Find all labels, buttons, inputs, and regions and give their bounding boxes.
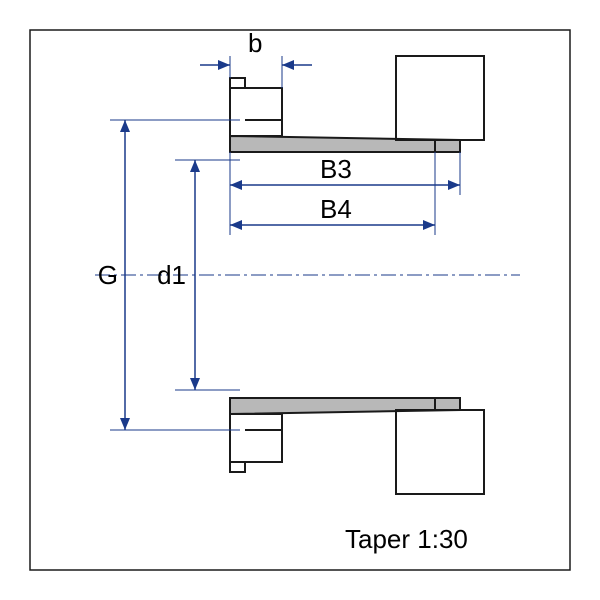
label-B3: B3 (320, 154, 352, 184)
sleeve-top (230, 136, 460, 152)
label-d1: d1 (157, 260, 186, 290)
label-B4: B4 (320, 194, 352, 224)
bearing-sleeve-diagram: b G d1 B3 B4 Taper 1:30 (0, 0, 600, 600)
bearing-bottom (396, 410, 484, 494)
dim-b: b (200, 28, 312, 88)
bearing-top (396, 56, 484, 140)
nut-bottom (230, 414, 282, 472)
frame (30, 30, 570, 570)
sleeve-bottom (230, 398, 460, 414)
label-b: b (248, 28, 262, 58)
nut-top (230, 78, 282, 136)
label-taper: Taper 1:30 (345, 524, 468, 554)
label-G: G (98, 260, 118, 290)
